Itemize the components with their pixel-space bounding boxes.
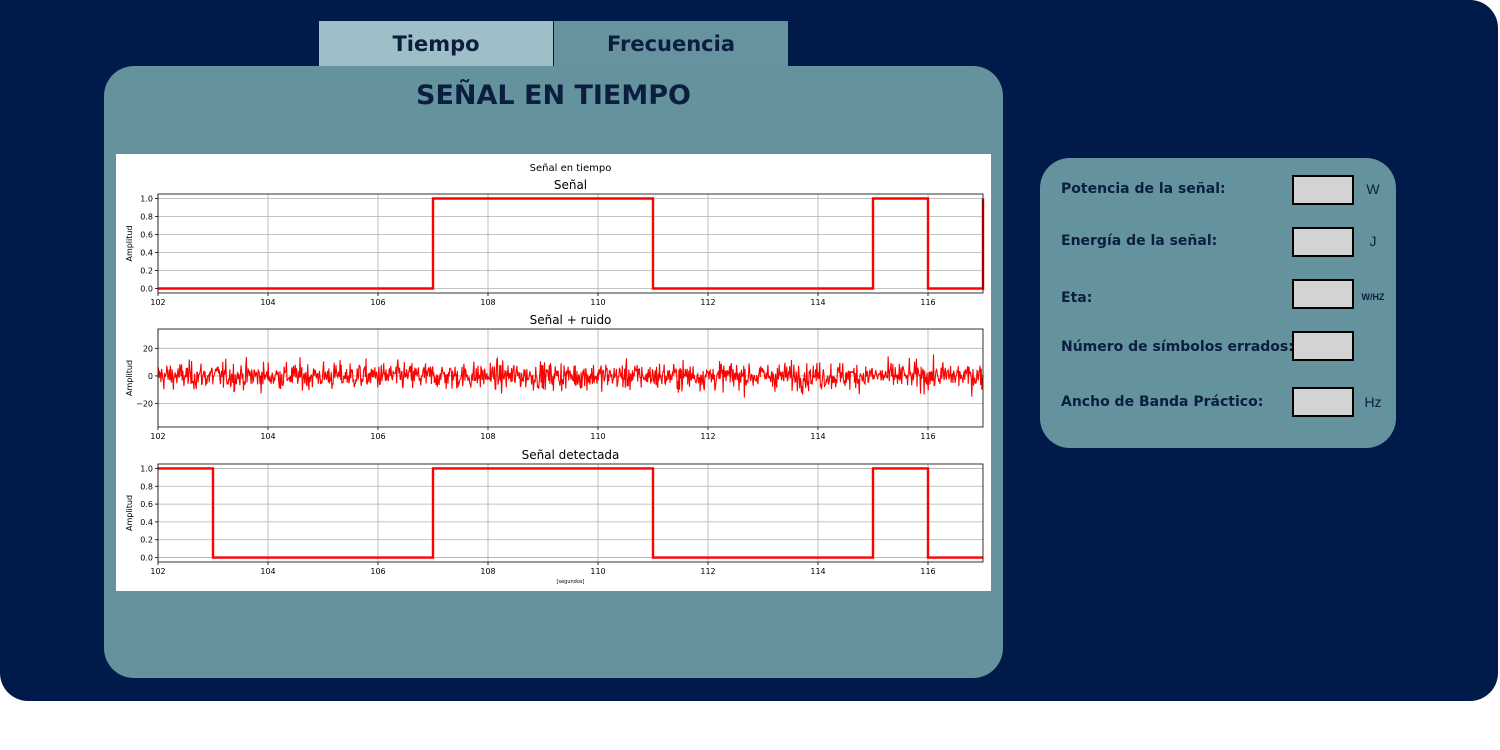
subplot-1-xtick-label-4: 110	[590, 298, 605, 307]
time-signal-chart: Señal en tiempo 102 104 106 108 110 112 114 116 0…	[125, 163, 985, 585]
subplot-3-ytick-label-3: 0.6	[140, 500, 153, 509]
subplot-1-series-line	[158, 197, 985, 290]
subplot-3-ytick-label-2: 0.4	[140, 518, 153, 527]
subplot-2-xtick-label-0: 102	[150, 432, 165, 441]
chart-suptitle: Señal en tiempo	[530, 163, 612, 174]
subplot-2-ytick-label-0: −20	[136, 400, 153, 409]
energia-field[interactable]	[1292, 227, 1354, 257]
potencia-field[interactable]	[1292, 175, 1354, 205]
eta-field[interactable]	[1292, 279, 1354, 309]
potencia-label: Potencia de la señal:	[1061, 181, 1226, 197]
subplot-1-xtick-label-1: 104	[260, 298, 275, 307]
subplot-2-ytick-label-2: 20	[143, 344, 153, 353]
subplot-1-ytick-label-2: 0.4	[140, 249, 153, 258]
subplot-2-xtick-label-7: 116	[920, 432, 935, 441]
subplot-2-axes-frame	[157, 328, 984, 428]
subplot-2-noise-line	[157, 354, 984, 398]
subplot-1-axes-frame	[157, 193, 984, 294]
tab-tiempo[interactable]: Tiempo	[319, 21, 553, 66]
subplot-3-ytick-label-1: 0.2	[140, 536, 153, 545]
tab-tiempo-label: Tiempo	[392, 31, 480, 56]
subplot-1-ytick-label-5: 1.0	[140, 195, 153, 204]
subplot-1-xtick-label-2: 106	[370, 298, 385, 307]
metrics-panel: Potencia de la señal: W Energía de la se…	[1040, 158, 1396, 448]
subplot-1-xtick-label-6: 114	[810, 298, 825, 307]
subplot-1-ytick-label-1: 0.2	[140, 267, 153, 276]
app-frame: Tiempo Frecuencia SEÑAL EN TIEMPO Señal …	[0, 0, 1498, 701]
subplot-2-xtick-label-1: 104	[260, 432, 275, 441]
subplot-1-ytick-label-3: 0.6	[140, 231, 153, 240]
simbolos-label: Número de símbolos errados:	[1061, 339, 1294, 355]
subplot-3-xtick-label-6: 114	[810, 567, 825, 576]
subplot-3-xtick-label-1: 104	[260, 567, 275, 576]
time-signal-panel: SEÑAL EN TIEMPO Señal en tiempo 102 104 106…	[104, 66, 1003, 678]
potencia-unit: W	[1366, 181, 1380, 197]
subplot-1-xtick-label-5: 112	[700, 298, 715, 307]
subplot-1-xtick-label-7: 116	[920, 298, 935, 307]
eta-unit: W/HZ	[1361, 292, 1385, 302]
subplot-2-xtick-label-4: 110	[590, 432, 605, 441]
subplot-3-ytick-label-4: 0.8	[140, 482, 153, 491]
subplot-3-title: Señal detectada	[522, 448, 620, 462]
subplot-1-ylabel: Amplitud	[125, 225, 134, 261]
subplot-1-xtick-label-0: 102	[150, 298, 165, 307]
subplot-1-ytick-label-0: 0.0	[140, 285, 153, 294]
subplot-2-xtick-label-5: 112	[700, 432, 715, 441]
subplot-1-title: Señal	[554, 178, 587, 192]
subplot-3-axes-frame	[157, 463, 984, 563]
subplot-2-xtick-label-3: 108	[480, 432, 495, 441]
eta-label: Eta:	[1061, 290, 1093, 306]
subplot-2-xtick-label-6: 114	[810, 432, 825, 441]
energia-label: Energía de la señal:	[1061, 233, 1218, 249]
page-title: SEÑAL EN TIEMPO	[416, 80, 691, 111]
tab-frecuencia[interactable]: Frecuencia	[554, 21, 788, 66]
subplot-3-ylabel: Amplitud	[125, 495, 134, 531]
subplot-1-xtick-label-3: 108	[480, 298, 495, 307]
chart-xlabel: [segundos]	[557, 579, 585, 585]
subplot-1-ytick-label-4: 0.8	[140, 213, 153, 222]
subplot-3-ytick-label-0: 0.0	[140, 554, 153, 563]
subplot-3-xtick-label-5: 112	[700, 567, 715, 576]
simbolos-field[interactable]	[1292, 331, 1354, 361]
ancho-banda-field[interactable]	[1292, 387, 1354, 417]
subplot-3-series-line	[158, 467, 983, 559]
ancho-banda-label: Ancho de Banda Práctico:	[1061, 394, 1264, 410]
subplot-3-xtick-label-0: 102	[150, 567, 165, 576]
subplot-2-title: Señal + ruido	[530, 313, 612, 327]
ancho-banda-unit: Hz	[1364, 394, 1382, 410]
subplot-2-ylabel: Amplitud	[125, 360, 134, 396]
time-signal-figure: Señal en tiempo 102 104 106 108 110 112 114 116 0…	[116, 154, 991, 591]
subplot-3-ytick-label-5: 1.0	[140, 464, 153, 473]
subplot-3-xtick-label-7: 116	[920, 567, 935, 576]
subplot-2-xtick-label-2: 106	[370, 432, 385, 441]
subplot-3-xtick-label-3: 108	[480, 567, 495, 576]
subplot-3-xtick-label-4: 110	[590, 567, 605, 576]
subplot-2-ytick-label-1: 0	[148, 372, 153, 381]
tab-frecuencia-label: Frecuencia	[606, 31, 735, 56]
subplot-3-xtick-label-2: 106	[370, 567, 385, 576]
energia-unit: J	[1369, 233, 1377, 249]
